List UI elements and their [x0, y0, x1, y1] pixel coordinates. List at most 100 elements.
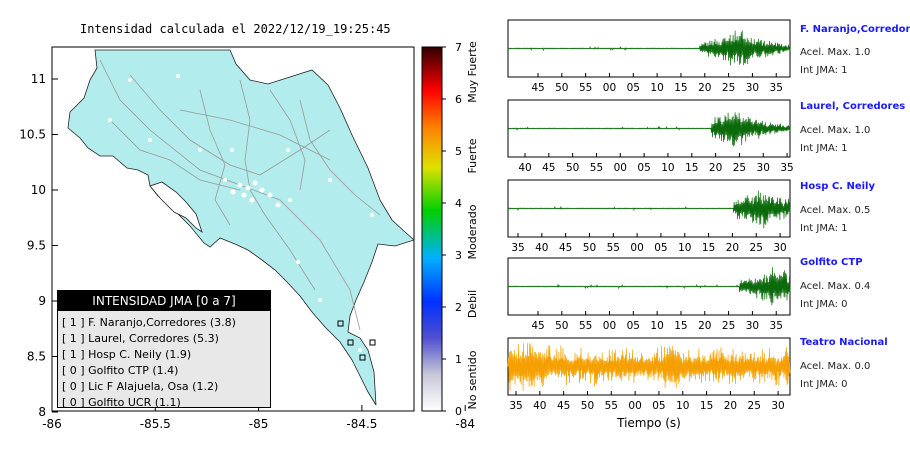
time-tick-label: 35 [511, 242, 524, 254]
station-acel: Acel. Max. 0.4 [800, 281, 871, 292]
map-x-ticks: -86-85.5-85-84.5-84-83.5-83 [42, 405, 475, 431]
colorbar-tick-label: 1 [455, 353, 462, 366]
colorbar-tick-label: 0 [455, 405, 462, 418]
map-x-tick-label: -84 [455, 417, 475, 431]
map-y-tick-label: 9.5 [27, 239, 46, 253]
colorbar-label: Fuerte [466, 138, 479, 173]
time-tick-label: 25 [748, 400, 761, 412]
waveform-panel: 35 40 45 50 55 00 05 10 15 20 25 30 [507, 337, 791, 412]
time-tick-label: 45 [531, 82, 544, 94]
time-tick-label: 40 [535, 242, 548, 254]
time-tick-label: 50 [555, 320, 568, 332]
waveform-panel: 45 50 55 00 05 10 15 20 25 30 35 [507, 257, 791, 332]
time-tick-label: 40 [533, 400, 546, 412]
station-jma: Int JMA: 1 [800, 223, 848, 234]
time-tick-label: 15 [685, 162, 698, 174]
waveform-trace [507, 112, 791, 147]
time-tick-label: 05 [627, 82, 640, 94]
station-markers [108, 74, 374, 367]
time-tick-label: 35 [509, 400, 522, 412]
colorbar-label: Muy Fuerte [466, 41, 479, 103]
colorbar-tick-label: 7 [455, 41, 462, 54]
colorbar-label: No sentido [466, 350, 479, 409]
time-tick-label: 55 [590, 162, 603, 174]
station-acel: Acel. Max. 0.0 [800, 361, 871, 372]
time-tick-label: 00 [630, 242, 643, 254]
legend-row: [ 1 ] Hosp C. Neily (1.9) [62, 348, 192, 361]
legend-row: [ 1 ] F. Naranjo,Corredores (3.8) [62, 316, 236, 329]
colorbar-tick-label: 3 [455, 249, 462, 262]
time-tick-label: 25 [722, 320, 735, 332]
time-axis-label: Tiempo (s) [616, 416, 681, 430]
time-tick-label: 45 [559, 242, 572, 254]
time-tick-label: 45 [557, 400, 570, 412]
time-tick-label: 15 [674, 320, 687, 332]
time-tick-label: 05 [654, 242, 667, 254]
time-tick-label: 15 [700, 400, 713, 412]
time-tick-label: 20 [698, 82, 711, 94]
map-y-tick-label: 9 [38, 294, 46, 308]
time-tick-label: 45 [542, 162, 555, 174]
time-tick-label: 50 [583, 242, 596, 254]
time-tick-label: 20 [709, 162, 722, 174]
time-tick-label: 45 [531, 320, 544, 332]
time-tick-label: 30 [771, 400, 784, 412]
waveform-trace [507, 343, 791, 392]
intensity-legend: INTENSIDAD JMA [0 a 7] [ 1 ] F. Naranjo,… [57, 290, 271, 409]
map-y-tick-label: 8.5 [27, 350, 46, 364]
map-y-tick-label: 8 [38, 405, 46, 419]
waveform-trace [507, 30, 791, 66]
time-tick-label: 30 [757, 162, 770, 174]
station-info: Acel. Max. 0.5 Int JMA: 1 [800, 204, 870, 240]
time-tick-label: 20 [698, 320, 711, 332]
map-y-tick-label: 11 [31, 72, 46, 86]
colorbar-tick-label: 2 [455, 301, 462, 314]
station-title: Laurel, Corredores [800, 101, 906, 112]
colorbar-tick-label: 5 [455, 145, 462, 158]
station-info: Acel. Max. 0.4 Int JMA: 0 [800, 280, 870, 316]
time-tick-label: 30 [746, 320, 759, 332]
time-tick-label: 25 [733, 162, 746, 174]
time-tick-label: 20 [724, 400, 737, 412]
station-title: Golfito CTP [800, 257, 863, 268]
time-tick-label: 55 [605, 400, 618, 412]
station-info: Acel. Max. 0.0 Int JMA: 0 [800, 360, 870, 396]
station-acel: Acel. Max. 1.0 [800, 47, 871, 58]
time-tick-label: 00 [603, 320, 616, 332]
legend-row: [ 1 ] Laurel, Corredores (5.3) [62, 332, 219, 345]
time-tick-label: 50 [566, 162, 579, 174]
time-tick-label: 05 [627, 320, 640, 332]
time-tick-label: 50 [581, 400, 594, 412]
station-acel: Acel. Max. 0.5 [800, 205, 871, 216]
time-tick-label: 05 [637, 162, 650, 174]
station-acel: Acel. Max. 1.0 [800, 125, 871, 136]
time-tick-label: 00 [614, 162, 627, 174]
time-tick-label: 30 [746, 82, 759, 94]
map-x-tick-label: -85 [249, 417, 269, 431]
legend-title: INTENSIDAD JMA [0 a 7] [58, 291, 270, 311]
colorbar-ticks: 0 1 2 3 4 5 6 7 [442, 41, 462, 418]
station-title: F. Naranjo,Corredores [800, 24, 910, 35]
station-title: Teatro Nacional [800, 337, 888, 348]
time-tick-label: 15 [674, 82, 687, 94]
station-title: Hosp C. Neily [800, 181, 875, 192]
time-tick-label: 50 [555, 82, 568, 94]
page-title: Intensidad calculada el 2022/12/19_19:25… [80, 22, 391, 36]
costa-rica-land [67, 49, 414, 406]
time-tick-label: 20 [726, 242, 739, 254]
map-y-tick-label: 10 [31, 183, 46, 197]
highlighted-stations [337, 320, 376, 361]
legend-row: [ 0 ] Golfito UCR (1.1) [62, 396, 181, 409]
time-tick-label: 35 [780, 162, 793, 174]
legend-row: [ 0 ] Golfito CTP (1.4) [62, 364, 179, 377]
time-tick-label: 10 [676, 400, 689, 412]
map-y-ticks: 11 10.5 10 9.5 9 8.5 8 [19, 72, 58, 419]
station-info: Acel. Max. 1.0 Int JMA: 1 [800, 124, 870, 160]
map-x-tick-label: -86 [42, 417, 62, 431]
time-tick-label: 10 [661, 162, 674, 174]
time-tick-label: 35 [770, 82, 783, 94]
station-jma: Int JMA: 0 [800, 379, 848, 390]
station-jma: Int JMA: 1 [800, 65, 848, 76]
time-tick-label: 00 [628, 400, 641, 412]
colorbar-label: Debil [466, 290, 479, 318]
